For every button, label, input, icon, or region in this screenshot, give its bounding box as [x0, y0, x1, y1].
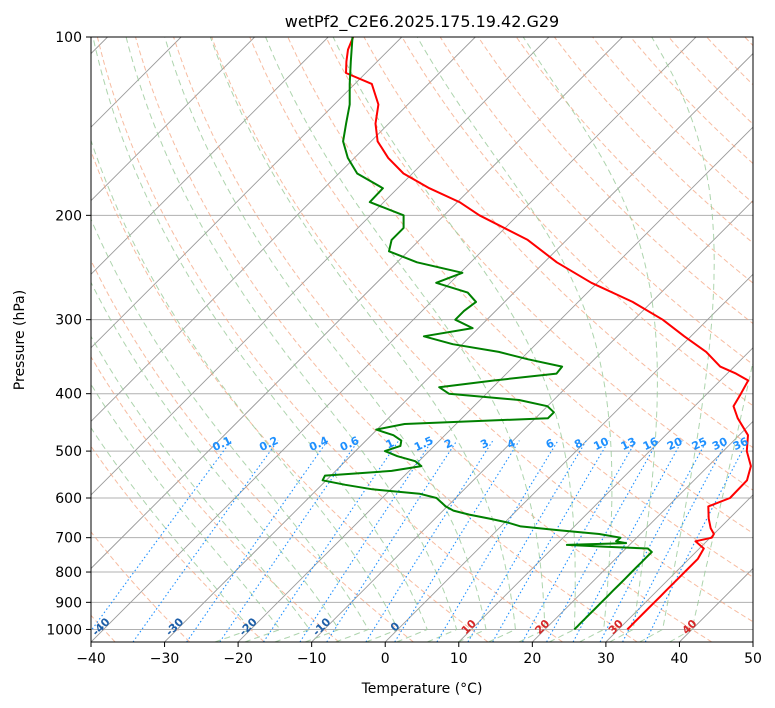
y-axis: 100 200 300 400 500 600 700 800 900 1000: [46, 30, 91, 638]
moist-adiabat-line: [164, 37, 487, 642]
isotherm-line: [91, 37, 623, 570]
mixing-ratio-line: [522, 440, 637, 642]
isotherm-line: [91, 37, 550, 496]
isotherm-line: [91, 37, 403, 349]
moist-adiabat-line: [639, 37, 715, 642]
y-tick-label: 500: [55, 444, 82, 460]
y-axis-label: Pressure (hPa): [12, 290, 28, 390]
moist-adiabat-line: [91, 281, 340, 642]
moist-adiabat-line: [522, 37, 658, 642]
isotherm-line: [237, 126, 753, 642]
mixing-ratio-line: [436, 440, 559, 642]
dry-adiabat-line: [211, 37, 753, 623]
mixing-ratio-line: [394, 440, 520, 642]
moist-adiabat-line: [265, 37, 546, 642]
x-tick-label: −30: [150, 651, 180, 667]
isotherm-line: [458, 347, 753, 642]
moist-adiabat-line: [92, 37, 428, 642]
plot-frame: [90, 36, 754, 643]
dry-adiabat-line: [249, 37, 753, 578]
moist-adiabat-line: [91, 335, 311, 642]
dry-adiabat-line: [325, 37, 753, 491]
x-tick-label: 10: [450, 651, 468, 667]
y-tick-label: 700: [55, 531, 82, 547]
y-tick-label: 300: [55, 313, 82, 329]
dry-adiabat-line: [91, 355, 340, 642]
dry-adiabat-line: [91, 259, 414, 642]
mixing-ratio-line: [365, 440, 494, 642]
mixing-ratio-line: [132, 440, 279, 642]
dry-adiabat-line: [91, 149, 489, 642]
mixing-ratio-line: [326, 440, 458, 642]
mixing-ratio-label: 20: [665, 435, 685, 453]
y-tick-label: 600: [55, 491, 82, 507]
mixing-ratio-label: 25: [690, 435, 709, 453]
dry-adiabat-line: [401, 37, 753, 407]
plot-area: [91, 37, 753, 642]
mixing-ratio-line: [572, 440, 683, 642]
mixing-ratio-label: 10: [591, 435, 611, 453]
mixing-ratio-label: 36: [731, 435, 751, 453]
x-tick-label: −10: [297, 651, 327, 667]
y-tick-label: 100: [55, 30, 82, 46]
moist-adiabat-line: [91, 383, 281, 642]
isotherm-line: [91, 37, 329, 275]
mixing-ratio-label: 13: [619, 435, 638, 453]
x-tick-label: 0: [381, 651, 390, 667]
mixing-ratio-label: 16: [641, 435, 661, 453]
dry-adiabat-line: [135, 37, 638, 642]
x-tick-label: −20: [223, 651, 253, 667]
dry-adiabat-line: [363, 37, 753, 449]
dry-adiabat-line: [96, 37, 563, 642]
mixing-ratio-line: [644, 440, 749, 642]
x-tick-label: 40: [671, 651, 689, 667]
y-tick-label: 900: [55, 595, 82, 611]
mixing-ratio-label: 30: [710, 435, 730, 453]
dry-adiabat-line: [515, 37, 753, 284]
dry-adiabat-line: [91, 531, 191, 642]
moist-adiabat-line: [669, 359, 753, 642]
mixing-ratio-line: [186, 440, 329, 642]
isotherm-line: [164, 52, 753, 642]
moist-adiabat-line: [91, 139, 399, 642]
isotherm-line: [91, 37, 697, 642]
dry-adiabat-line: [287, 37, 753, 534]
x-tick-label: −40: [76, 651, 106, 667]
mixing-ratio-line: [492, 440, 610, 642]
x-axis-label: Temperature (°C): [361, 681, 483, 697]
dry-adiabat-line: [173, 37, 713, 642]
y-tick-label: 200: [55, 208, 82, 224]
moist-adiabat-line: [125, 37, 458, 642]
mixing-ratio-line: [299, 440, 433, 642]
mixing-ratio-line: [219, 440, 359, 642]
x-tick-label: 50: [744, 651, 762, 667]
mixing-ratio-line: [467, 440, 587, 642]
chart-title: wetPf2_C2E6.2025.175.19.42.G29: [285, 12, 559, 32]
y-tick-label: 400: [55, 387, 82, 403]
y-tick-label: 800: [55, 565, 82, 581]
dry-adiabat-line: [477, 37, 753, 325]
mixing-ratio-line: [263, 440, 400, 642]
moist-adiabat-line: [332, 37, 576, 642]
isotherm-line: [91, 37, 476, 422]
x-tick-label: 20: [523, 651, 541, 667]
dry-adiabat-line: [592, 37, 753, 204]
isotherm-line: [532, 420, 753, 642]
moist-adiabat-line: [416, 37, 613, 642]
x-tick-label: 30: [597, 651, 615, 667]
moist-adiabat-line: [91, 217, 370, 642]
temperature-profile: [345, 37, 752, 631]
mixing-ratio-line: [546, 440, 659, 642]
isotherm-line: [91, 37, 255, 202]
isotherm-line: [605, 494, 753, 642]
y-tick-label: 1000: [46, 622, 82, 638]
dewpoint-profile: [321, 37, 653, 631]
x-axis: −40 −30 −20 −10 0 10 20 30 40 50: [76, 642, 762, 667]
moist-adiabat-line: [91, 426, 252, 642]
moist-adiabat-line: [209, 37, 517, 642]
mixing-ratio-line: [91, 440, 232, 632]
